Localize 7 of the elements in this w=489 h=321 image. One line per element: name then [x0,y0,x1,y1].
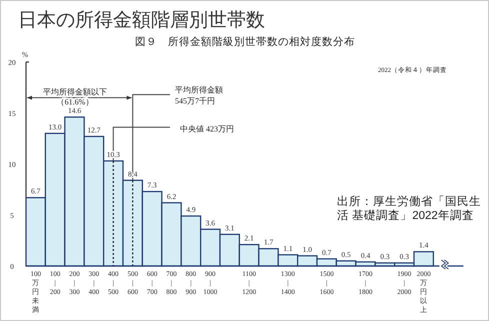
chart-title: 日本の所得金額階層別世帯数 [18,10,265,31]
arrow-below-mean: 平均所得金額以下（61.6%） [26,88,132,107]
annotation: 中央値 423万円 [180,124,234,134]
annotation: 平均所得金額以下（61.6%） [43,88,107,107]
chart-subtitle: 図９ 所得金額階級別世帯数の相対度数分布 [135,35,355,48]
annotation: 平均所得金額 545万7千円 [175,86,223,106]
annotation: 出所：厚生労働省「国民生活 基礎調査」2022年調査 [337,195,481,222]
